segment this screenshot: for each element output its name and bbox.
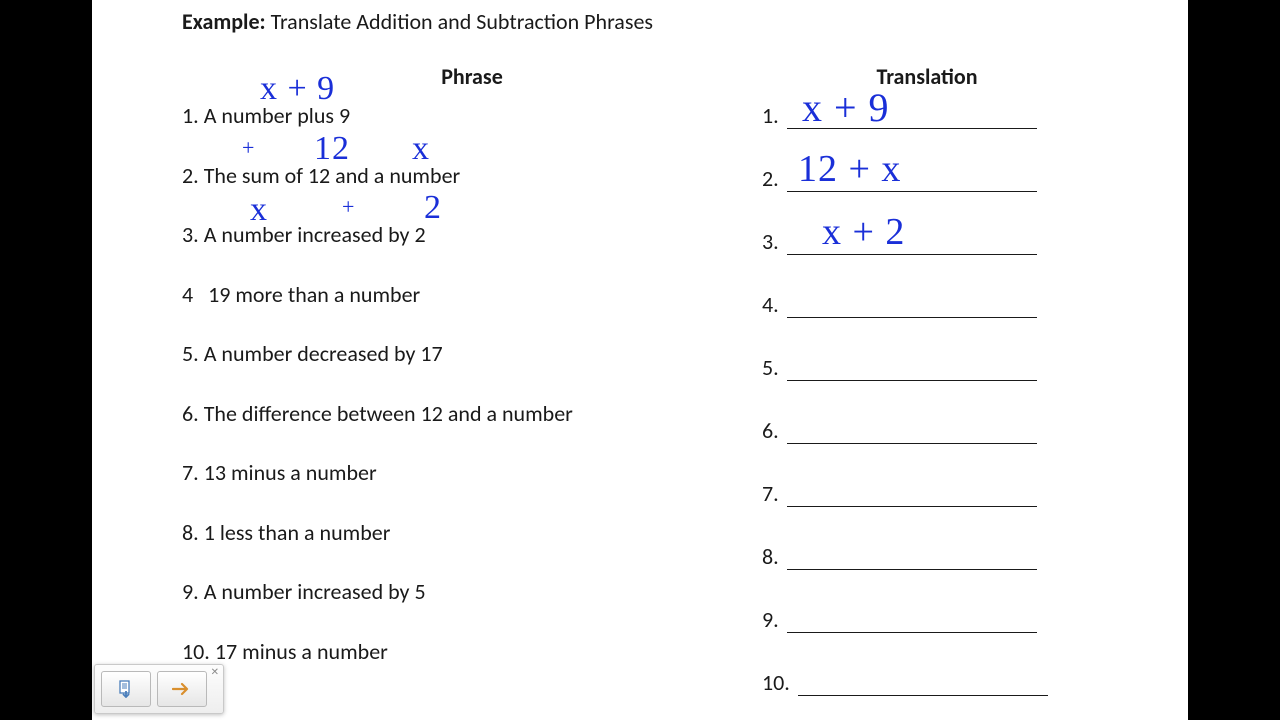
phrase-number: 7.: [182, 459, 199, 486]
example-title: Example: Translate Addition and Subtract…: [182, 8, 1098, 35]
translation-number: 7.: [762, 480, 779, 507]
phrase-number: 1.: [182, 102, 199, 129]
phrase-item: + 12 x 2. The sum of 12 and a number: [182, 162, 682, 190]
phrase-text: A number increased by 5: [204, 578, 426, 605]
document-page: Example: Translate Addition and Subtract…: [92, 0, 1188, 720]
answer-blank: [787, 166, 1037, 192]
phrase-item: 8. 1 less than a number: [182, 519, 682, 547]
phrase-number: 8.: [182, 519, 199, 546]
translation-number: 3.: [762, 228, 779, 255]
translation-number: 8.: [762, 543, 779, 570]
phrase-text: The sum of 12 and a number: [204, 162, 460, 189]
phrase-header: Phrase: [182, 63, 682, 90]
phrase-number: 10.: [182, 638, 210, 665]
title-text: Translate Addition and Subtraction Phras…: [271, 8, 653, 35]
floating-toolbar[interactable]: ✕: [94, 664, 224, 714]
translation-number: 4.: [762, 291, 779, 318]
title-prefix: Example:: [182, 8, 266, 35]
page-down-button[interactable]: [101, 671, 151, 707]
translation-item: 6.: [762, 417, 1092, 444]
translation-item: 5.: [762, 354, 1092, 381]
translation-item: 12 + x 2.: [762, 165, 1092, 192]
content-area: Example: Translate Addition and Subtract…: [92, 0, 1188, 720]
close-icon[interactable]: ✕: [211, 667, 219, 677]
phrase-text: 19 more than a number: [208, 281, 420, 308]
handwriting-annotation: 2: [424, 187, 442, 230]
next-button[interactable]: [157, 671, 207, 707]
translation-header: Translation: [762, 63, 1092, 90]
translation-item: 9.: [762, 606, 1092, 633]
handwriting-annotation: +: [242, 134, 255, 162]
arrow-right-icon: [172, 682, 192, 696]
phrase-item: 4 19 more than a number: [182, 281, 682, 309]
translation-number: 1.: [762, 102, 779, 129]
phrase-text: A number increased by 2: [204, 221, 426, 248]
two-column-layout: Phrase x + 9 1. A number plus 9 + 12 x 2…: [182, 63, 1098, 720]
phrase-column: Phrase x + 9 1. A number plus 9 + 12 x 2…: [182, 63, 682, 720]
phrase-number: 9.: [182, 578, 199, 605]
translation-number: 2.: [762, 165, 779, 192]
phrase-text: 13 minus a number: [204, 459, 377, 486]
answer-blank: [787, 103, 1037, 129]
translation-item: 10.: [762, 669, 1092, 696]
translation-item: 8.: [762, 543, 1092, 570]
translation-item: 7.: [762, 480, 1092, 507]
phrase-number: 3.: [182, 221, 199, 248]
answer-blank: [798, 670, 1048, 696]
answer-blank: [787, 544, 1037, 570]
phrase-item: 10. 17 minus a number: [182, 638, 682, 666]
translation-item: 4.: [762, 291, 1092, 318]
phrase-text: A number plus 9: [204, 102, 350, 129]
answer-blank: [787, 481, 1037, 507]
phrase-item: 9. A number increased by 5: [182, 578, 682, 606]
answer-blank: [787, 292, 1037, 318]
translation-column: Translation x + 9 1. 12 + x 2. x + 2 3.: [762, 63, 1092, 720]
answer-blank: [787, 607, 1037, 633]
answer-blank: [787, 418, 1037, 444]
phrase-item: x + 2 3. A number increased by 2: [182, 221, 682, 249]
answer-blank: [787, 229, 1037, 255]
answer-blank: [787, 355, 1037, 381]
translation-item: x + 9 1.: [762, 102, 1092, 129]
phrase-item: 7. 13 minus a number: [182, 459, 682, 487]
phrase-text: A number decreased by 17: [204, 340, 443, 367]
phrase-item: 5. A number decreased by 17: [182, 340, 682, 368]
phrase-text: 1 less than a number: [204, 519, 391, 546]
translation-number: 5.: [762, 354, 779, 381]
translation-number: 9.: [762, 606, 779, 633]
phrase-number: 4: [182, 281, 193, 308]
phrase-item: 6. The difference between 12 and a numbe…: [182, 400, 682, 428]
phrase-text: The difference between 12 and a number: [204, 400, 573, 427]
translation-number: 6.: [762, 417, 779, 444]
translation-number: 10.: [762, 669, 790, 696]
page-arrow-icon: [117, 680, 135, 698]
phrase-number: 2.: [182, 162, 199, 189]
phrase-item: x + 9 1. A number plus 9: [182, 102, 682, 130]
handwriting-annotation: +: [342, 193, 355, 221]
phrase-number: 6.: [182, 400, 199, 427]
translation-item: x + 2 3.: [762, 228, 1092, 255]
phrase-text: 17 minus a number: [215, 638, 388, 665]
phrase-number: 5.: [182, 340, 199, 367]
